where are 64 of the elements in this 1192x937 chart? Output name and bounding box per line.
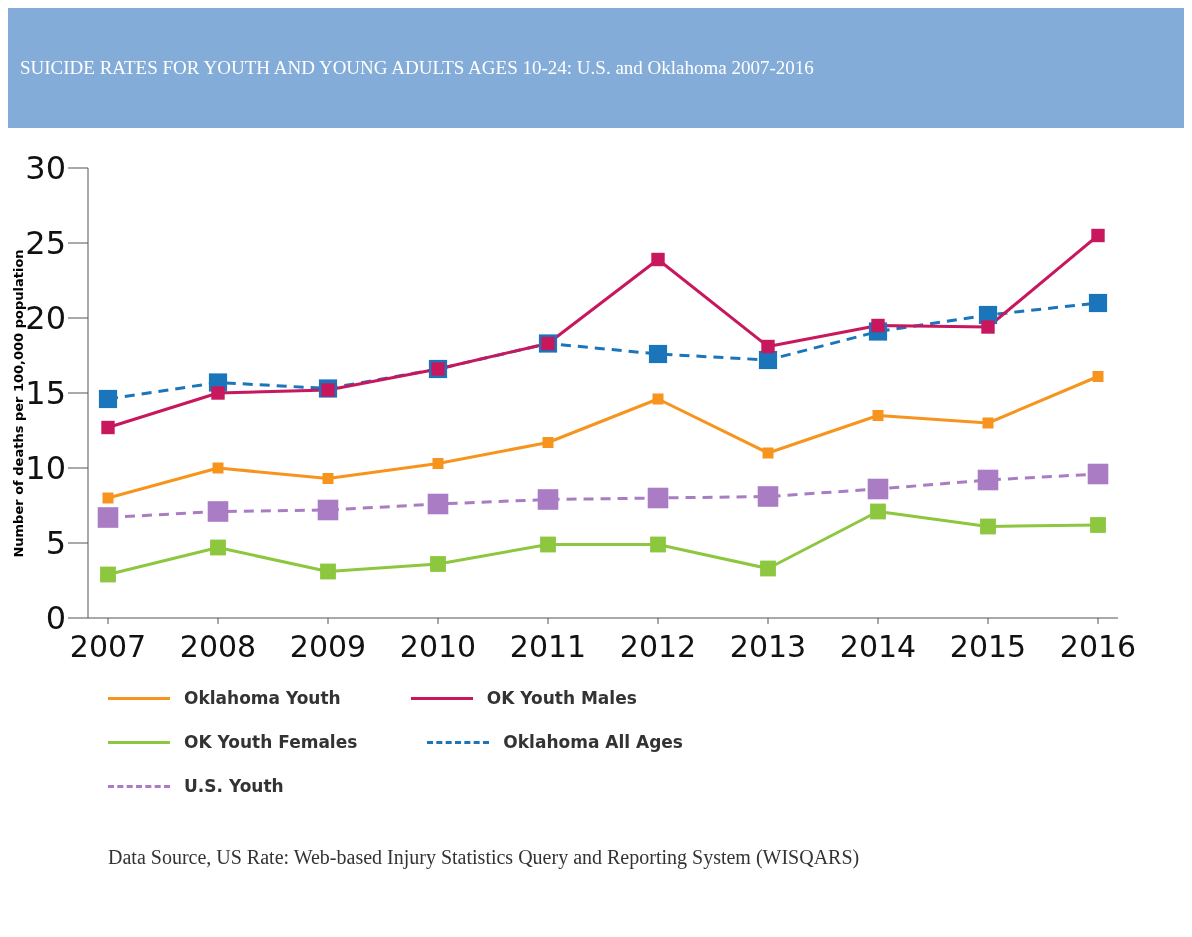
legend-label: Oklahoma Youth bbox=[184, 688, 341, 708]
x-tick-label: 2016 bbox=[1059, 629, 1137, 665]
point bbox=[1087, 463, 1109, 485]
point bbox=[101, 420, 115, 435]
point bbox=[430, 556, 446, 572]
source-note: Data Source, US Rate: Web-based Injury Statistics Query and Reporting System (WISQARS) bbox=[108, 846, 861, 869]
x-tick-label: 2015 bbox=[949, 629, 1027, 665]
point bbox=[651, 252, 665, 267]
point bbox=[97, 507, 119, 528]
point bbox=[211, 386, 225, 400]
point bbox=[650, 536, 666, 553]
point bbox=[540, 536, 556, 553]
point bbox=[427, 493, 449, 515]
legend-label: OK Youth Males bbox=[486, 688, 637, 708]
y-axis-title: Number of deaths per 100,000 population bbox=[10, 248, 26, 558]
point bbox=[760, 560, 776, 577]
point bbox=[212, 462, 224, 474]
x-tick-label: 2010 bbox=[399, 629, 477, 665]
x-tick-label: 2007 bbox=[69, 629, 147, 665]
chart-title: SUICIDE RATES FOR YOUTH AND YOUNG ADULTS AGES 10-24: U.S. and Oklahoma 2007-2016 bbox=[8, 8, 1184, 128]
point bbox=[317, 499, 339, 521]
x-tick-label: 2009 bbox=[289, 629, 367, 665]
point bbox=[1092, 371, 1104, 382]
point bbox=[537, 489, 559, 510]
y-tick-label: 25 bbox=[25, 224, 66, 263]
point bbox=[102, 492, 114, 504]
x-tick-label: 2011 bbox=[509, 629, 587, 665]
x-tick-label: 2008 bbox=[179, 629, 257, 665]
point bbox=[872, 410, 884, 421]
point bbox=[542, 437, 554, 448]
x-tick-label: 2014 bbox=[839, 629, 917, 665]
point bbox=[100, 566, 116, 583]
point bbox=[870, 503, 886, 520]
y-tick-label: 10 bbox=[25, 449, 66, 488]
point bbox=[977, 469, 999, 491]
y-tick-label: 0 bbox=[45, 599, 66, 638]
point bbox=[320, 563, 336, 580]
point bbox=[980, 518, 996, 535]
y-tick-label: 30 bbox=[25, 149, 66, 188]
point bbox=[652, 393, 664, 405]
point bbox=[762, 447, 774, 459]
point bbox=[757, 486, 779, 507]
point bbox=[1091, 228, 1105, 243]
y-tick-label: 15 bbox=[25, 374, 66, 413]
point bbox=[432, 458, 444, 469]
y-tick-label: 5 bbox=[45, 524, 66, 563]
point bbox=[981, 320, 995, 334]
point bbox=[982, 417, 994, 429]
legend-label: OK Youth Females bbox=[184, 732, 358, 752]
x-tick-label: 2013 bbox=[729, 629, 807, 665]
x-tick-label: 2012 bbox=[619, 629, 697, 665]
point bbox=[98, 389, 118, 409]
point bbox=[1088, 293, 1108, 313]
y-tick-label: 20 bbox=[25, 299, 66, 338]
point bbox=[647, 487, 669, 509]
point bbox=[867, 478, 889, 500]
point bbox=[1090, 517, 1106, 533]
point bbox=[322, 473, 334, 484]
point bbox=[761, 339, 775, 354]
point bbox=[207, 501, 229, 522]
point bbox=[648, 344, 668, 364]
legend-label: Oklahoma All Ages bbox=[503, 732, 683, 752]
point bbox=[210, 539, 226, 556]
legend-label: U.S. Youth bbox=[184, 776, 284, 796]
